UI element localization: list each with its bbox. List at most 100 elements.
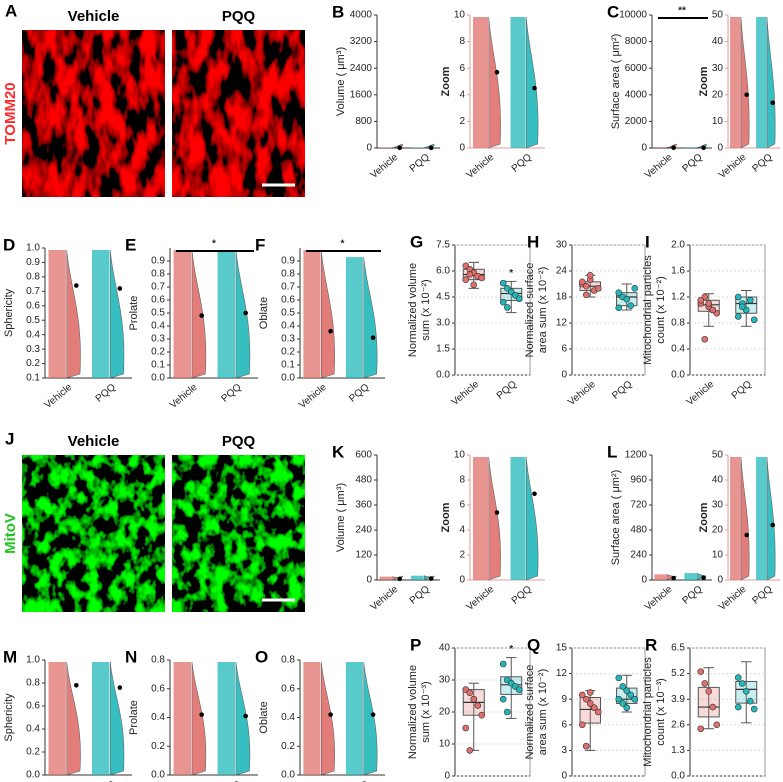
y-tick-label: 3: [561, 745, 567, 756]
y-tick-label: 9: [561, 694, 567, 705]
y-tick-label: 800: [355, 116, 372, 127]
point-cloud: [756, 17, 767, 148]
density: [766, 16, 776, 149]
mean-point: [117, 286, 123, 291]
data-point: [746, 697, 754, 705]
mean-point: [243, 310, 248, 316]
y-tick-label: 0.5: [281, 308, 295, 319]
y-tick-label: 0.0: [281, 770, 295, 781]
y-tick-label: 50: [712, 10, 724, 21]
y-tick-label: 0.2: [151, 741, 165, 752]
y-tick-label: 12: [556, 668, 568, 679]
data-point: [582, 282, 590, 290]
y-tick-label: 0: [366, 143, 372, 154]
y-tick-label: 40: [439, 643, 451, 654]
x-tick-label: Vehicle: [369, 152, 401, 181]
y-tick-label: 0: [366, 575, 372, 586]
data-point: [462, 276, 470, 283]
x-tick-label: Vehicle: [566, 379, 598, 408]
density: [191, 249, 207, 379]
y-axis-label: Oblate: [258, 297, 270, 329]
y-tick-label: 0.2: [26, 747, 40, 758]
y-tick-label: 960: [630, 475, 647, 486]
density: [766, 456, 776, 581]
y-tick-label: 4: [459, 525, 465, 536]
data-point: [499, 660, 507, 668]
y-tick-label: 10: [454, 10, 466, 21]
mean-point: [74, 683, 79, 688]
y-tick-label: 0.3: [151, 334, 165, 345]
panel-letter: O: [255, 647, 268, 666]
density: [525, 16, 539, 149]
y-axis-label: Surface area ( μm²): [610, 470, 622, 566]
y-axis-label: Prolate: [128, 700, 140, 735]
y-axis-label: Mitochondrial particles: [642, 657, 654, 767]
mean-point: [770, 100, 776, 106]
point-cloud: [173, 250, 192, 378]
significance: *: [509, 644, 513, 655]
x-tick-label: PQQ: [495, 379, 519, 402]
data-point: [697, 725, 705, 733]
data-point: [705, 300, 713, 307]
data-point: [734, 313, 742, 320]
y-tick-label: 4.5: [436, 292, 450, 303]
y-axis-label: Zoom: [698, 66, 710, 96]
y-tick-label: 0: [459, 143, 465, 154]
data-point: [709, 703, 717, 711]
mean-point: [117, 685, 123, 690]
image-label: Vehicle: [68, 8, 120, 25]
y-tick-label: 0.9: [281, 256, 295, 267]
y-tick-label: 0.6: [26, 300, 40, 311]
y-tick-label: 0.8: [281, 655, 295, 666]
density: [109, 249, 125, 379]
density: [488, 456, 501, 581]
point-cloud: [411, 575, 424, 580]
y-tick-label: 0.8: [151, 269, 165, 280]
panel-letter: E: [125, 235, 136, 254]
y-tick-label: 0.0: [671, 370, 685, 381]
significance: **: [678, 6, 686, 17]
point-cloud: [684, 573, 697, 580]
micrograph-signal: [172, 455, 305, 612]
panel-letter: Q: [527, 635, 540, 654]
point-cloud: [48, 662, 66, 775]
data-point: [478, 711, 486, 719]
data-point: [701, 335, 709, 343]
micrograph-signal: [22, 455, 165, 612]
x-tick-label: Vehicle: [465, 152, 497, 181]
y-tick-label: 360: [355, 500, 372, 511]
x-tick-label: Vehicle: [685, 379, 717, 408]
y-tick-label: 8: [459, 475, 465, 486]
point-cloud: [510, 17, 526, 148]
point-cloud: [654, 147, 667, 148]
panel-letter: L: [607, 442, 617, 461]
y-tick-label: 4: [459, 89, 465, 100]
y-tick-label: 24: [556, 266, 568, 277]
data-point: [462, 724, 470, 732]
data-point: [627, 302, 635, 309]
data-point: [499, 298, 507, 306]
mean-point: [328, 712, 333, 717]
y-axis-label: count (x 10⁻²): [655, 276, 667, 344]
data-point: [586, 700, 594, 707]
point-cloud: [173, 662, 192, 775]
x-tick-label: Vehicle: [43, 382, 75, 411]
data-point: [738, 680, 746, 687]
y-tick-label: 6000: [625, 63, 648, 74]
panel-letter: G: [410, 232, 423, 251]
y-tick-label: 6: [459, 63, 465, 74]
y-tick-label: 240: [630, 550, 647, 561]
density: [740, 16, 750, 149]
data-point: [627, 691, 635, 699]
panel-letter: N: [125, 647, 137, 666]
y-tick-label: 0.2: [151, 347, 165, 358]
y-axis-label: Normalized surface: [524, 665, 536, 760]
point-cloud: [345, 662, 363, 775]
y-tick-label: 0.8: [26, 272, 40, 283]
y-tick-label: 5.2: [671, 668, 685, 679]
y-tick-label: 0.1: [26, 373, 40, 384]
mean-point: [671, 145, 676, 151]
data-point: [705, 688, 713, 695]
y-tick-label: 0.4: [151, 321, 165, 332]
y-tick-label: 0.1: [151, 360, 165, 371]
